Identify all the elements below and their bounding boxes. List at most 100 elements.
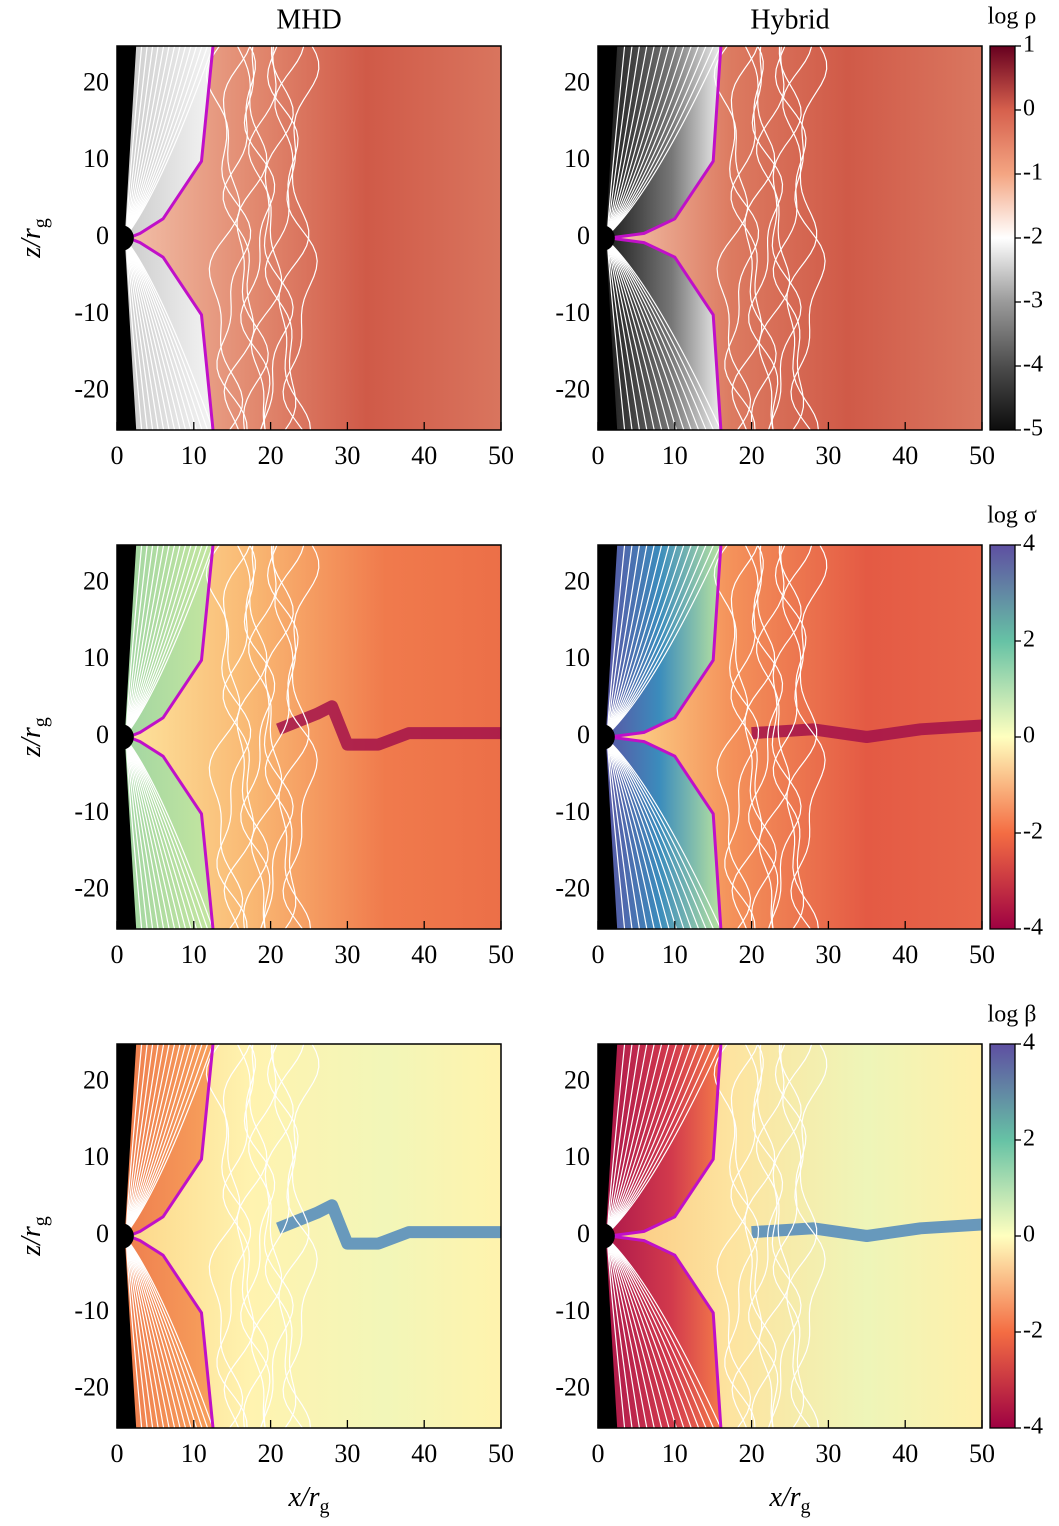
panel: [117, 46, 501, 430]
contour-line: [790, 1044, 828, 1428]
excised-region: [598, 46, 618, 430]
x-tick-label: 20: [739, 1439, 765, 1468]
y-tick-label: -20: [74, 375, 109, 404]
y-tick-label: -10: [555, 797, 590, 826]
black-hole: [598, 1223, 615, 1249]
contour-line: [606, 46, 641, 236]
x-tick-label: 10: [662, 1439, 688, 1468]
x-tick-label: 30: [334, 940, 360, 969]
contour-line: [606, 739, 663, 929]
contour-line: [216, 1044, 252, 1428]
x-tick-label: 0: [592, 441, 605, 470]
black-hole: [598, 225, 615, 251]
label-main: x/r: [287, 1482, 319, 1513]
contour-line: [205, 46, 244, 430]
x-tick-label: 50: [969, 940, 995, 969]
y-tick-label: -20: [555, 1373, 590, 1402]
contour-line: [606, 239, 685, 430]
funnel-region: [117, 46, 213, 430]
contour-line: [606, 46, 722, 237]
contour-line: [606, 545, 715, 736]
contour-line: [264, 1044, 299, 1428]
x-tick-label: 10: [662, 940, 688, 969]
contour-line: [606, 1044, 663, 1234]
contour-line: [606, 239, 722, 430]
y-tick-label: -10: [74, 298, 109, 327]
colorbar: [989, 544, 1016, 930]
excised-region: [117, 545, 137, 929]
contour-line: [240, 46, 276, 430]
contour-line: [606, 46, 678, 237]
colorbar-tick-label: -2: [1023, 1318, 1043, 1344]
contour-line: [606, 738, 692, 929]
contour-line: [125, 738, 214, 929]
contour-line: [606, 240, 641, 430]
contour-line: [606, 46, 633, 236]
contour-line: [606, 1044, 715, 1235]
contour-line: [606, 240, 648, 430]
contour-line: [606, 46, 700, 237]
contour-line: [606, 1238, 655, 1428]
contour-line: [772, 1044, 807, 1428]
contour-line: [282, 46, 320, 430]
contour-line: [606, 1044, 648, 1234]
contour-line: [606, 545, 678, 736]
colorbar-tick-label: 2: [1023, 627, 1035, 653]
y-tick-label: -10: [74, 1296, 109, 1325]
contour-line: [606, 545, 700, 736]
contour-line: [606, 545, 633, 735]
contour-line: [790, 545, 828, 929]
contour-line: [606, 1238, 633, 1428]
colorbar-tick-label: -4: [1023, 915, 1043, 941]
contour-line: [606, 1044, 626, 1234]
contour-line: [713, 1044, 752, 1428]
contour-line: [606, 239, 700, 430]
contour-line: [606, 739, 633, 929]
x-tick-label: 20: [258, 1439, 284, 1468]
colorbar-label: log β: [988, 1002, 1037, 1028]
excised-region: [598, 1044, 618, 1428]
contour-line: [748, 46, 784, 430]
y-tick-label: 20: [83, 67, 109, 96]
contour-line: [606, 738, 715, 929]
y-tick-label: -10: [555, 298, 590, 327]
x-tick-label: 10: [181, 441, 207, 470]
y-tick-label: -20: [74, 1373, 109, 1402]
contour-line: [282, 1044, 320, 1428]
contour-line: [606, 240, 663, 430]
black-hole: [117, 724, 134, 750]
contour-line: [606, 46, 663, 236]
contour-line: [264, 545, 299, 929]
x-tick-label: 30: [815, 1439, 841, 1468]
label-sub: g: [801, 1496, 811, 1518]
colorbar-tick-label: -4: [1023, 1414, 1043, 1440]
contour-line: [782, 1044, 819, 1428]
x-tick-label: 20: [258, 441, 284, 470]
contour-line: [240, 1044, 276, 1428]
y-tick-label: 0: [577, 1219, 590, 1248]
contour-line: [606, 1044, 722, 1235]
disk-feature: [276, 700, 501, 751]
colorbar-tick-label: -1: [1023, 160, 1043, 186]
contour-line: [713, 545, 752, 929]
x-tick-label: 40: [411, 940, 437, 969]
x-tick-label: 10: [181, 940, 207, 969]
contour-line: [606, 240, 670, 430]
x-tick-label: 50: [488, 940, 514, 969]
disk-feature: [276, 1199, 501, 1250]
x-tick-label: 30: [334, 441, 360, 470]
contour-line: [606, 1237, 715, 1428]
contour-line: [606, 46, 707, 237]
label-main: z/r: [16, 727, 47, 758]
contour-line: [606, 1238, 670, 1428]
contour-line: [606, 1044, 707, 1235]
contour-line: [606, 739, 648, 929]
x-tick-label: 30: [815, 441, 841, 470]
label-main: z/r: [16, 228, 47, 259]
contour-line: [756, 545, 791, 929]
contour-line: [606, 239, 707, 430]
y-tick-label: -20: [555, 375, 590, 404]
y-tick-label: 0: [577, 221, 590, 250]
contour-line: [606, 46, 670, 236]
contour-line: [606, 545, 648, 735]
